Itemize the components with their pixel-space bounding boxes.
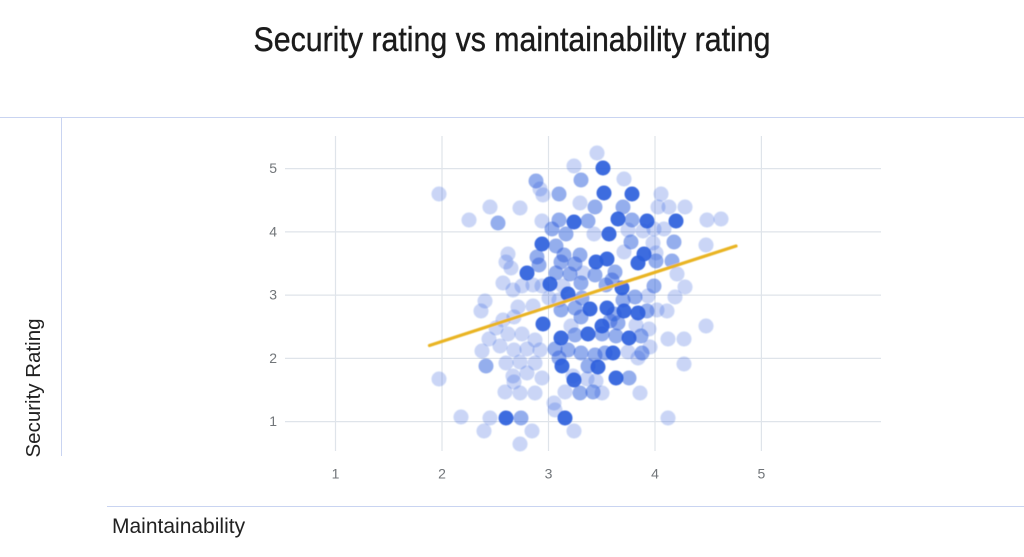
svg-text:2: 2 (438, 466, 446, 482)
svg-text:3: 3 (545, 466, 553, 482)
svg-text:5: 5 (269, 160, 277, 176)
svg-text:4: 4 (651, 466, 659, 482)
svg-text:3: 3 (269, 287, 277, 303)
svg-text:2: 2 (269, 350, 277, 366)
svg-text:5: 5 (758, 466, 766, 482)
svg-text:1: 1 (269, 413, 277, 429)
svg-text:1: 1 (332, 466, 340, 482)
svg-text:4: 4 (269, 223, 277, 239)
